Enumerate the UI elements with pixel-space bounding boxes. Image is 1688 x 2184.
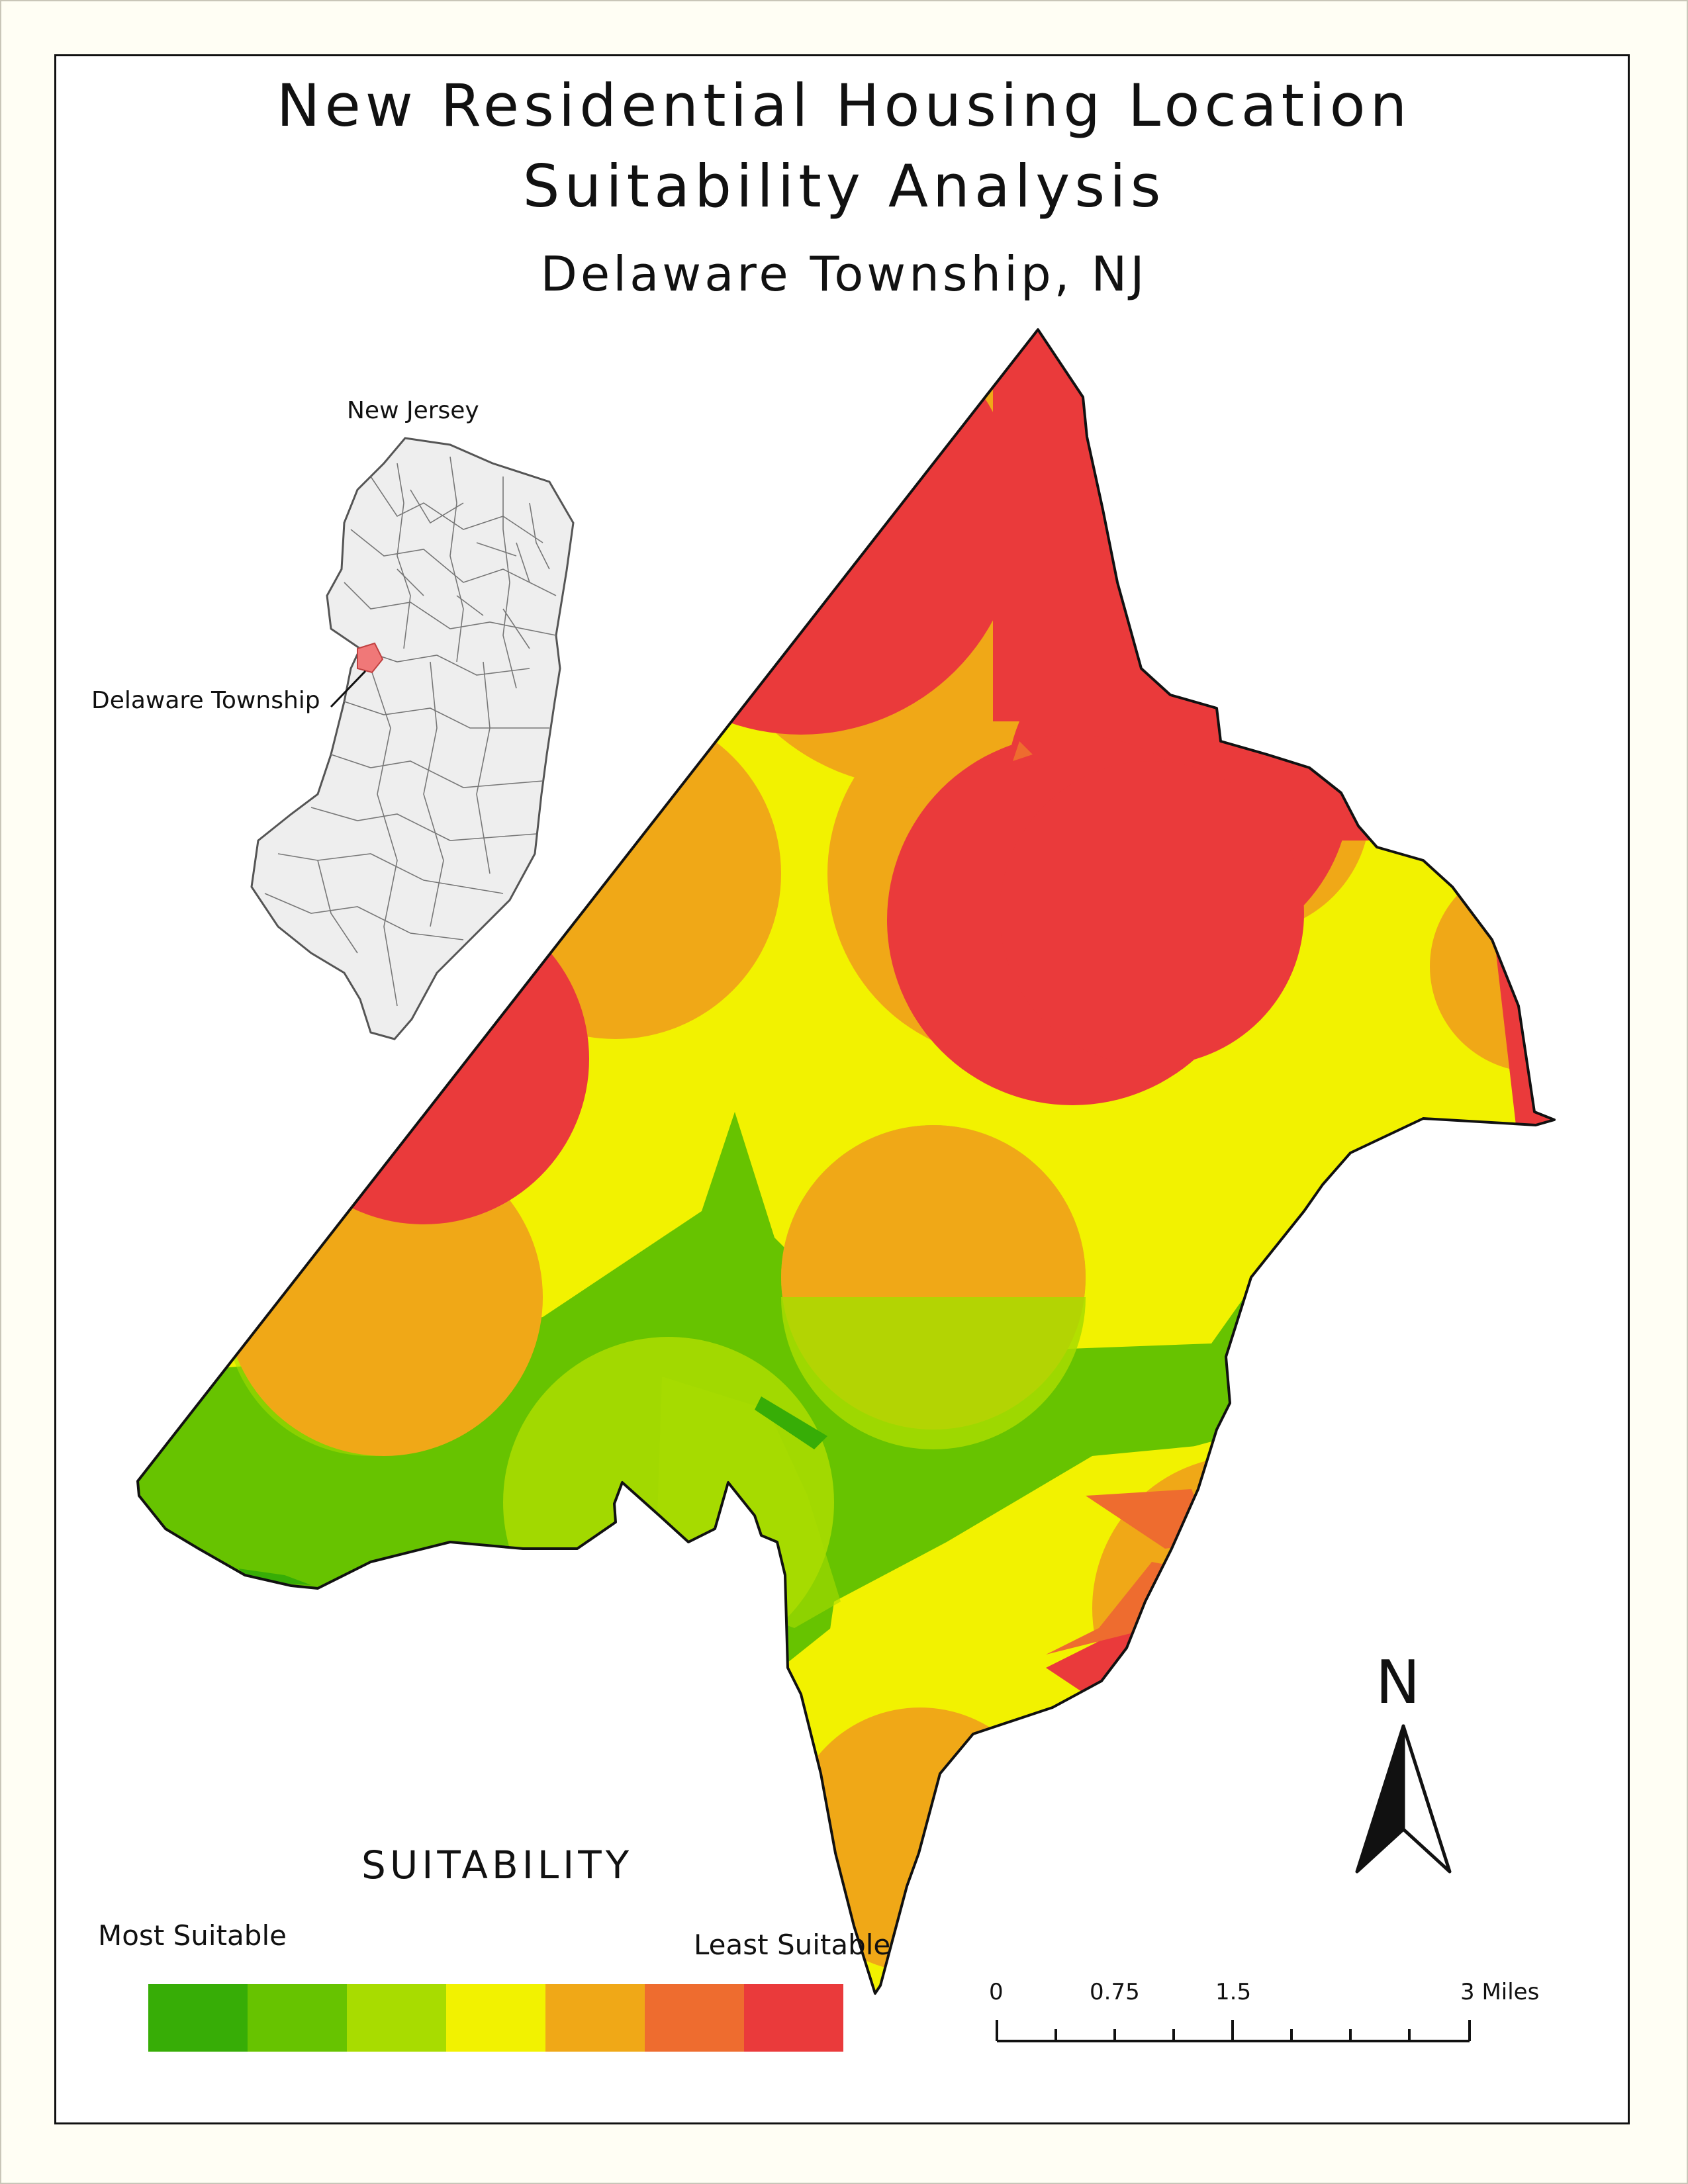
- scale-bar: [996, 2020, 1471, 2042]
- delaware-township-highlight: [357, 642, 384, 674]
- scale-label-0-75: 0.75: [1090, 1979, 1140, 2005]
- legend-swatch: [248, 1984, 347, 2052]
- township-boundary: [136, 328, 1556, 1995]
- north-label: N: [1376, 1648, 1421, 1717]
- scale-label-3-miles: 3 Miles: [1460, 1979, 1540, 2005]
- scale-label-0: 0: [989, 1979, 1004, 2005]
- inset-callout-leader: [330, 670, 367, 708]
- new-jersey-outline: [250, 437, 575, 1040]
- new-jersey-inset: [250, 437, 575, 1040]
- map-title-line-2: Suitability Analysis: [522, 152, 1166, 220]
- scale-label-1-5: 1.5: [1215, 1979, 1252, 2005]
- legend-least-suitable-label: Least Suitable: [694, 1929, 891, 1961]
- legend-color-ramp: [148, 1984, 843, 2052]
- inset-title: New Jersey: [347, 397, 479, 424]
- legend-swatch: [148, 1984, 248, 2052]
- legend-swatch: [347, 1984, 446, 2052]
- inset-callout-label: Delaware Township: [91, 687, 320, 714]
- map-subtitle: Delaware Township, NJ: [540, 246, 1148, 302]
- legend-swatch: [645, 1984, 744, 2052]
- north-arrow-icon: [1355, 1724, 1452, 1874]
- legend-title: SUITABILITY: [361, 1843, 633, 1888]
- legend-swatch: [545, 1984, 645, 2052]
- legend-swatch: [744, 1984, 843, 2052]
- legend-swatch: [446, 1984, 545, 2052]
- map-title-line-1: New Residential Housing Location: [276, 71, 1412, 140]
- legend-most-suitable-label: Most Suitable: [98, 1919, 287, 1952]
